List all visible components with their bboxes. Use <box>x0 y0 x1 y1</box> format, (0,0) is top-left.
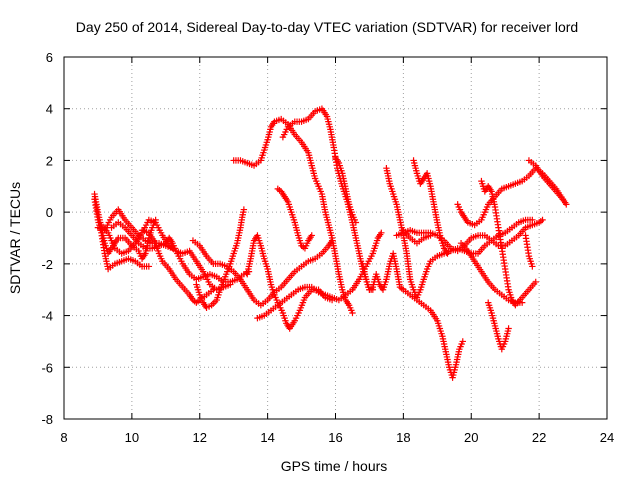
series-arc-2 <box>91 196 153 273</box>
series-arc-20 <box>454 164 570 229</box>
series-arc-5 <box>108 219 234 293</box>
x-tick-label: 18 <box>396 430 410 445</box>
series-arc-25 <box>522 232 536 270</box>
data-point <box>459 338 466 345</box>
series-arc-12 <box>274 185 315 252</box>
y-tick-label: -2 <box>41 257 53 272</box>
data-point <box>352 219 360 226</box>
data-markers <box>91 105 570 381</box>
y-tick-label: 0 <box>46 205 53 220</box>
series-arc-21 <box>457 239 526 306</box>
series-arc-6 <box>138 227 217 306</box>
y-tick-label: 4 <box>46 102 53 117</box>
series-arc-22 <box>478 177 539 309</box>
series-arc-8 <box>193 206 248 312</box>
y-tick-label: -6 <box>41 360 53 375</box>
y-tick-label: 2 <box>46 153 53 168</box>
data-point <box>349 309 356 317</box>
y-tick-label: -4 <box>41 309 53 324</box>
y-tick-label: 6 <box>46 50 53 65</box>
series-arc-15 <box>359 250 466 381</box>
x-tick-label: 8 <box>60 430 67 445</box>
data-point <box>532 278 539 286</box>
data-point <box>240 206 248 213</box>
x-tick-label: 24 <box>600 430 614 445</box>
series-arc-14 <box>332 154 360 226</box>
series-arc-24 <box>485 299 512 353</box>
series-arc-19 <box>400 227 434 247</box>
series-arc-23 <box>525 157 567 203</box>
x-axis-label: GPS time / hours <box>281 458 388 474</box>
data-point <box>559 196 567 203</box>
data-point <box>210 286 217 293</box>
data-point <box>529 263 536 270</box>
series-arc-18 <box>410 157 451 257</box>
data-point <box>563 201 570 208</box>
x-tick-label: 20 <box>464 430 478 445</box>
data-point <box>328 296 336 304</box>
x-tick-label: 12 <box>193 430 207 445</box>
data-point <box>505 325 512 332</box>
series-arc-7 <box>189 237 336 309</box>
y-axis-label: SDTVAR / TECUs <box>7 182 23 294</box>
data-point <box>539 216 546 224</box>
x-tick-label: 22 <box>532 430 546 445</box>
data-point <box>444 250 451 257</box>
chart-title: Day 250 of 2014, Sidereal Day-to-day VTE… <box>76 19 578 35</box>
data-point <box>145 263 153 270</box>
series-arc-9 <box>230 115 356 317</box>
series-arc-13 <box>279 105 377 293</box>
x-tick-label: 14 <box>260 430 274 445</box>
x-tick-label: 10 <box>125 430 139 445</box>
data-point <box>427 232 434 239</box>
series-arc-11 <box>244 232 336 332</box>
data-point <box>227 281 234 288</box>
data-point <box>308 232 315 239</box>
y-tick-label: -8 <box>41 412 53 427</box>
data-point <box>378 229 385 237</box>
x-tick-label: 16 <box>328 430 342 445</box>
